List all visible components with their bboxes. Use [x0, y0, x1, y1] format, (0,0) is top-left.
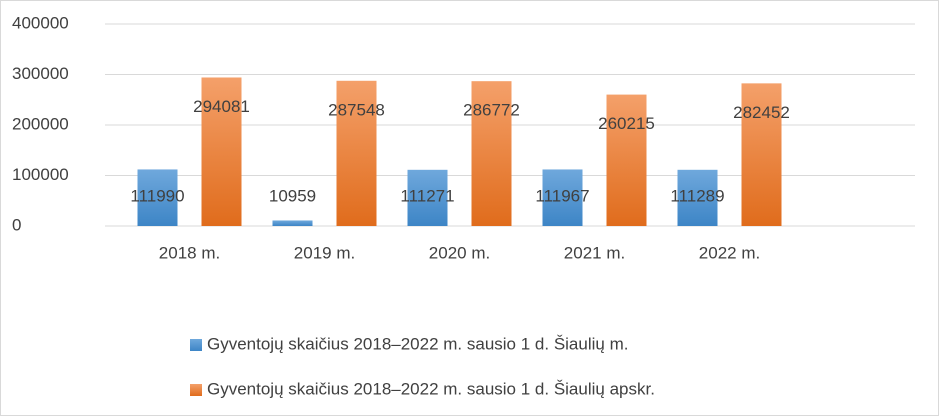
data-label: 10959: [269, 186, 316, 205]
x-tick-label: 2021 m.: [564, 243, 625, 262]
bar: [741, 83, 782, 226]
y-tick-label: 200000: [12, 114, 69, 133]
bar: [677, 169, 718, 226]
data-label: 294081: [193, 97, 250, 116]
legend-swatch: [190, 339, 202, 351]
bar: [407, 169, 448, 226]
data-label: 111289: [670, 186, 724, 205]
y-tick-label: 400000: [12, 13, 69, 32]
bar: [201, 77, 242, 226]
data-label: 111271: [400, 186, 454, 205]
data-label: 287548: [328, 100, 385, 119]
x-tick-label: 2018 m.: [159, 243, 220, 262]
x-tick-label: 2020 m.: [429, 243, 490, 262]
bar: [606, 94, 647, 226]
y-tick-label: 100000: [12, 165, 69, 184]
data-label: 260215: [598, 114, 655, 133]
x-tick-label: 2022 m.: [699, 243, 760, 262]
bar: [336, 80, 377, 226]
bar: [272, 220, 313, 226]
bar: [137, 169, 178, 226]
bar: [542, 169, 583, 226]
y-tick-label: 300000: [12, 64, 69, 83]
x-tick-label: 2019 m.: [294, 243, 355, 262]
data-label: 286772: [463, 101, 520, 120]
legend-label: Gyventojų skaičius 2018–2022 m. sausio 1…: [207, 334, 628, 353]
y-tick-label: 0: [12, 215, 21, 234]
legend-label: Gyventojų skaičius 2018–2022 m. sausio 1…: [207, 379, 655, 398]
data-label: 111967: [535, 186, 589, 205]
legend-swatch: [190, 384, 202, 396]
bar: [471, 81, 512, 226]
data-label: 111990: [130, 186, 184, 205]
data-label: 282452: [733, 103, 790, 122]
